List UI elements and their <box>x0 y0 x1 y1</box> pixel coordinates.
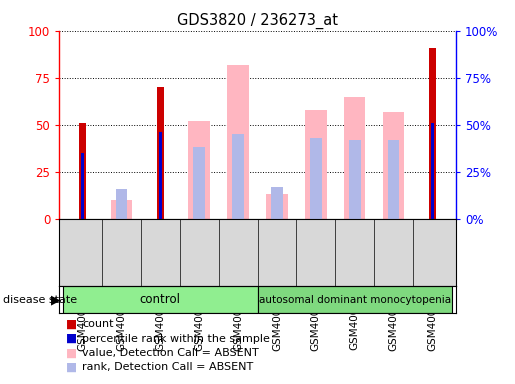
Text: rank, Detection Call = ABSENT: rank, Detection Call = ABSENT <box>82 362 254 372</box>
Bar <box>232 134 244 219</box>
Bar <box>193 147 205 219</box>
Text: autosomal dominant monocytopenia: autosomal dominant monocytopenia <box>259 295 451 305</box>
Bar <box>344 97 365 219</box>
Bar <box>63 286 258 313</box>
Text: ■: ■ <box>66 332 77 345</box>
Bar <box>227 65 249 219</box>
Text: count: count <box>82 319 114 329</box>
Bar <box>428 48 436 219</box>
Bar <box>310 138 322 219</box>
Bar <box>157 87 164 219</box>
Bar <box>266 194 288 219</box>
Bar <box>388 140 400 219</box>
Text: disease state: disease state <box>3 295 77 305</box>
Text: ■: ■ <box>66 318 77 331</box>
Bar <box>188 121 210 219</box>
Bar <box>81 153 84 219</box>
Bar <box>271 187 283 219</box>
Text: control: control <box>140 293 181 306</box>
Bar <box>159 132 162 219</box>
Text: ■: ■ <box>66 361 77 374</box>
Bar <box>383 112 404 219</box>
Bar <box>349 140 360 219</box>
Bar <box>431 123 434 219</box>
Bar <box>111 200 132 219</box>
Text: ■: ■ <box>66 346 77 359</box>
Text: ▶: ▶ <box>50 293 60 306</box>
Text: percentile rank within the sample: percentile rank within the sample <box>82 334 270 344</box>
Bar <box>258 286 452 313</box>
Bar <box>79 123 87 219</box>
Text: value, Detection Call = ABSENT: value, Detection Call = ABSENT <box>82 348 259 358</box>
Bar <box>115 189 127 219</box>
Bar <box>305 110 327 219</box>
Title: GDS3820 / 236273_at: GDS3820 / 236273_at <box>177 13 338 29</box>
